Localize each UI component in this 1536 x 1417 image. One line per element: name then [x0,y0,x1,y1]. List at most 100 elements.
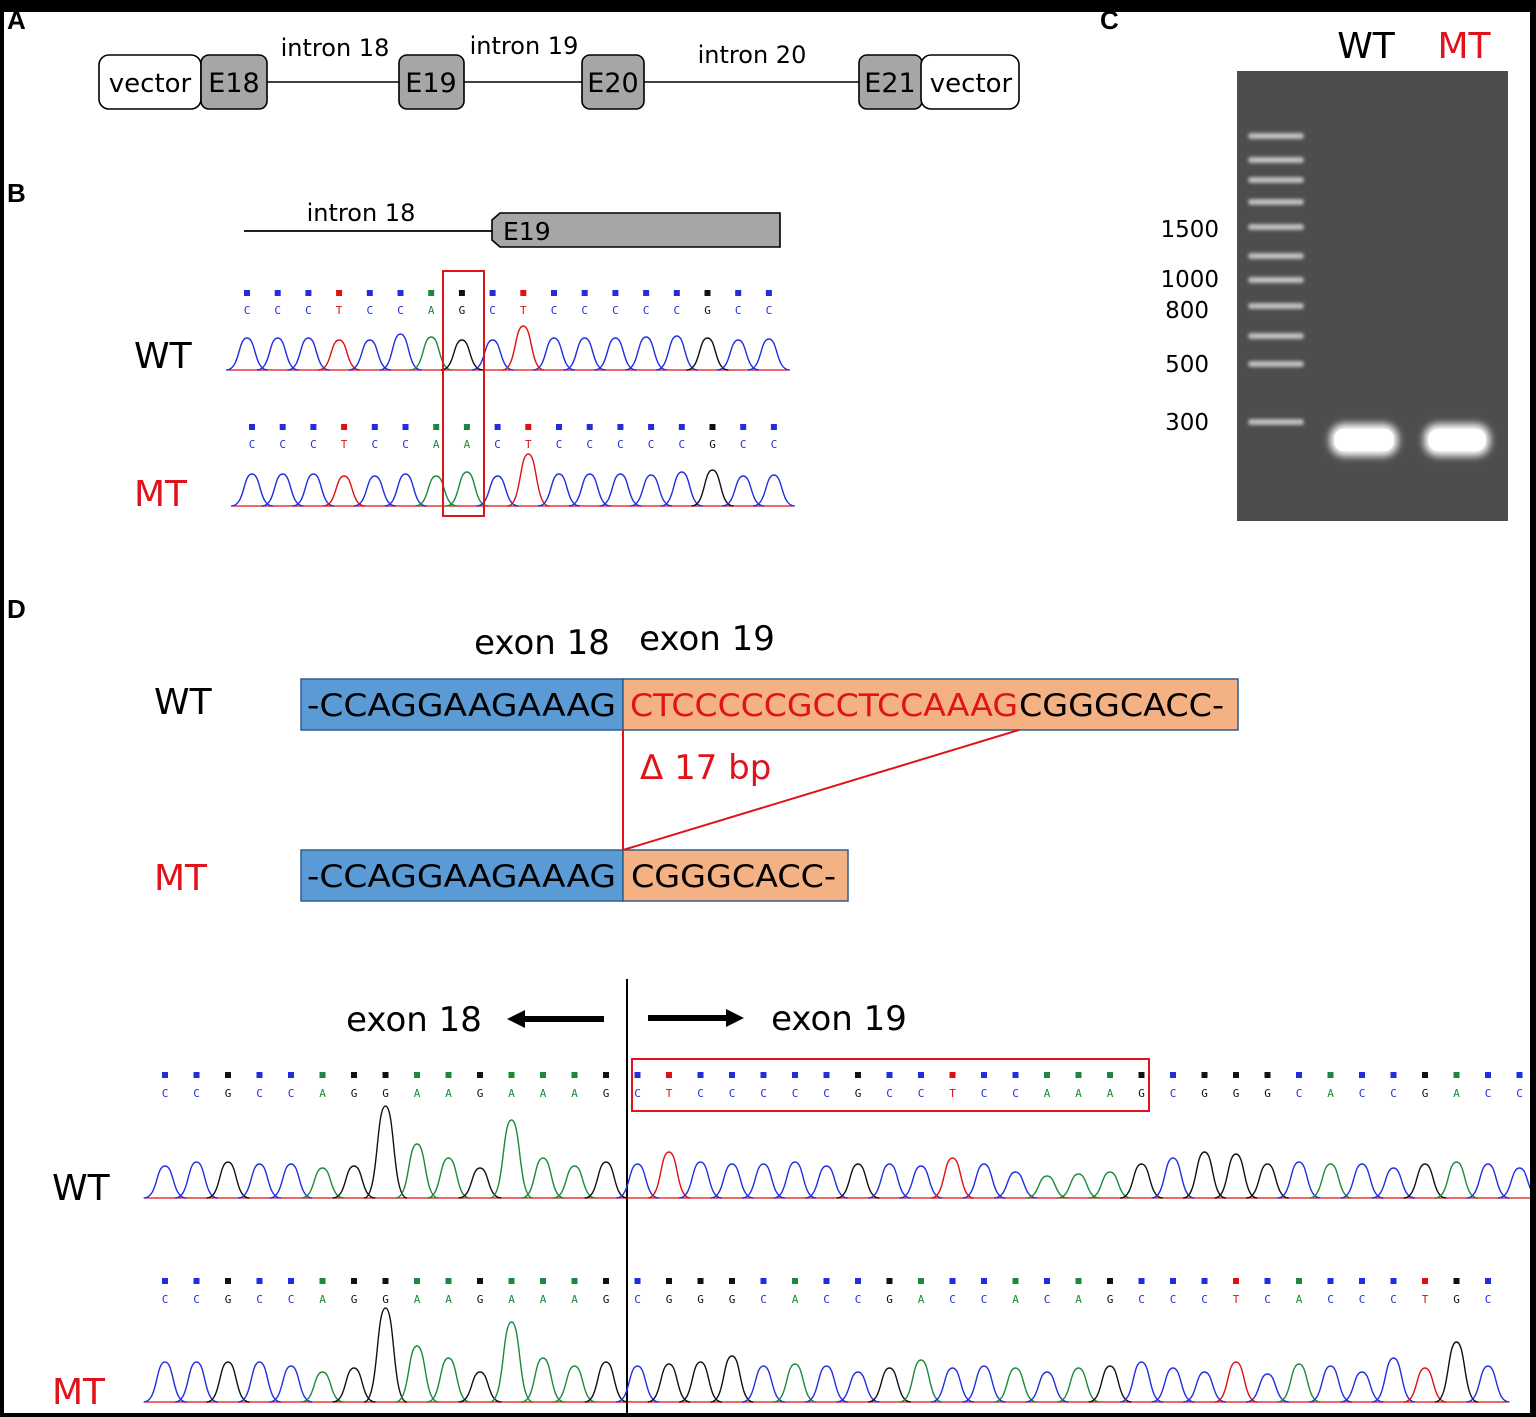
trace-mt-label: MT [52,1372,106,1413]
mt-d-base-letter: C [1138,1293,1145,1306]
wt-d-peak [678,1161,723,1199]
mt-chromatogram-b [230,453,795,507]
mt-d-peak [206,1361,250,1403]
wt-b-peak [502,325,545,371]
wt-d-peak [269,1163,313,1199]
mt-d-quality-mark [445,1278,452,1284]
exon20-label: E20 [587,68,638,99]
wt-d-peak [584,1161,628,1199]
mt-d-peak [521,1357,565,1403]
mt-d-quality-mark [193,1278,200,1284]
mt-d-peak [174,1361,219,1403]
ladder-band [1248,303,1304,309]
mt-d-quality-mark [886,1278,893,1284]
wt-d-quality-mark [918,1072,924,1078]
wt-b-peak [410,336,453,371]
wt-b-peak [686,337,729,371]
wt-d-base-letter: G [1233,1087,1240,1100]
wt-b-peak [594,337,637,371]
mt-d-quality-mark [855,1278,861,1284]
wt-b-peak [348,339,391,371]
mt-b-peak [476,475,519,507]
intron18-label: intron 18 [281,34,390,62]
mt-b-peak [722,475,765,507]
wt-d-base-letter: G [1422,1087,1429,1100]
mt-d-base-letter: C [760,1293,767,1306]
wt-d-peak [1403,1163,1447,1199]
mt-d-base-letter: G [225,1293,232,1306]
wt-d-quality-mark [1138,1072,1145,1078]
wt-d-peak [143,1165,187,1199]
mt-d-peak [1466,1365,1510,1403]
mt-d-peak [269,1365,313,1403]
ladder-band [1248,361,1304,367]
mt-b-base-letter: C [771,438,778,451]
wt-d-quality-mark [729,1072,735,1078]
wt-d-peak [395,1143,439,1199]
wt-d-base-letter: C [162,1087,169,1100]
wt-b-base-letter: C [305,304,312,317]
exon18-box [200,54,268,110]
wt-chromatogram-d [143,1105,1530,1199]
wt-d-peak [1025,1175,1069,1199]
wt-d-peak [1435,1161,1478,1199]
vector-right-label: vector [930,69,1013,99]
wt-d-peak [1340,1163,1384,1199]
wt-d-quality-mark [1390,1072,1397,1078]
wt-b-quality-mark [704,290,711,296]
mt-d-quality-mark [603,1278,609,1284]
mt-b-quality-mark [371,424,378,430]
wt-d-peak [962,1163,1006,1199]
mt-d-peak [301,1371,344,1403]
wt-d-peak [742,1163,785,1199]
mt-d-peak [773,1363,817,1403]
mt-b-base-letter: C [249,438,256,451]
mt-b-base-letter: A [433,438,440,451]
mt-d-peak [647,1363,691,1403]
mt-d-quality-mark [540,1278,546,1284]
wt-b-peak [625,336,668,371]
wt-d-quality-mark [949,1072,956,1078]
mt-d-quality-mark [382,1278,389,1284]
mt-d-peak [1088,1365,1132,1403]
wt-b-quality-mark [458,290,465,296]
wt-b-quality-mark [305,290,312,296]
wt-b-peak [747,338,790,371]
mt-d-peak [1151,1367,1195,1403]
ladder-band [1248,333,1304,339]
ladder-band [1248,177,1304,183]
panel-label-a: A [7,12,26,35]
wt-d-quality-mark [508,1072,515,1078]
mt-d-peak [1434,1341,1479,1403]
wt-d-base-letter: G [603,1087,610,1100]
mt-d-base-letter: G [729,1293,736,1306]
wt-b-base-letter: C [489,304,496,317]
wt-exon18-sequence: -CCAGGAAGAAAG [307,688,616,724]
mt-d-base-letter: G [666,1293,673,1306]
wt-d-base-letter: C [697,1087,704,1100]
mt-d-base-letter: C [855,1293,862,1306]
mt-b-peak [568,473,611,507]
wt-d-base-letter: C [256,1087,263,1100]
wt-b-base-letter: G [459,304,466,317]
wt-d-peak [1182,1151,1227,1199]
wt-b-peak [532,337,576,371]
wt-d-base-letter: C [823,1087,830,1100]
wt-b-quality-mark [581,290,588,296]
mt-b-base-letter: C [586,438,593,451]
mt-d-peak [332,1367,376,1403]
mt-b-quality-mark [740,424,747,430]
wt-d-quality-mark [1453,1072,1460,1078]
wt-d-base-letter: C [1296,1087,1303,1100]
wt-d-quality-mark [1327,1072,1334,1078]
wt-d-peak [1214,1153,1258,1199]
mt-d-quality-mark [162,1278,168,1284]
mt-d-quality-mark [634,1278,641,1284]
mt-b-peak [353,475,396,507]
mt-d-base-letter: C [1485,1293,1492,1306]
mt-d-peak [804,1365,849,1403]
mt-b-base-letter: C [556,438,563,451]
mt-d-quality-mark [1327,1278,1334,1284]
wt-d-quality-mark [256,1072,263,1078]
wt-d-peak [174,1161,219,1199]
